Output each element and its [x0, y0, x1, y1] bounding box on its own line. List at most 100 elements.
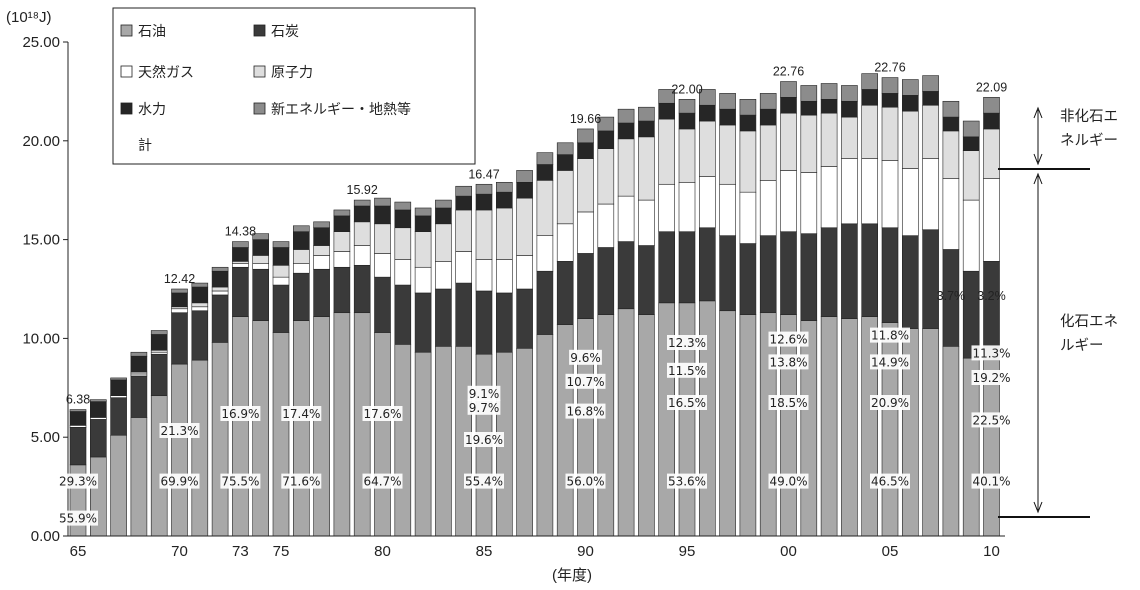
bar-segment-hydro	[820, 99, 838, 114]
pct-label-bg	[768, 331, 809, 347]
pct-label-text: 9.1%	[469, 387, 500, 401]
bar-segment-gas	[516, 255, 533, 290]
bar-segment-coal	[130, 375, 148, 418]
bar-stack	[841, 85, 858, 537]
bar-segment-hydro	[617, 122, 635, 140]
bar-stack	[800, 85, 818, 537]
total-label: 22.09	[976, 80, 1007, 94]
pct-label: 11.3%	[971, 345, 1012, 361]
bar-segment-hydro	[69, 411, 87, 426]
pct-label-text: 56.0%	[566, 475, 604, 489]
bar-segment-coal	[678, 231, 696, 304]
bar-segment-hydro	[495, 191, 513, 209]
pct-label-bg	[870, 354, 910, 370]
bar-segment-oil	[150, 395, 168, 537]
bar-segment-nuclear	[597, 148, 615, 205]
bar-segment-gas	[942, 178, 960, 250]
bar-segment-oil	[353, 312, 371, 537]
bar-segment-oil	[861, 316, 879, 537]
bar-segment-newenergy	[353, 199, 371, 207]
bar-segment-oil	[171, 363, 188, 537]
bar-segment-gas	[272, 276, 290, 286]
bar-segment-nuclear	[191, 302, 209, 308]
bar-segment-newenergy	[597, 116, 615, 132]
total-label: 19.66	[570, 112, 601, 126]
x-tick-label: 75	[273, 543, 290, 560]
pct-label-text: 16.9%	[221, 407, 259, 421]
pct-label-bg	[220, 406, 261, 421]
bar-segment-nuclear	[962, 150, 980, 201]
y-tick-label: 25.00	[22, 34, 60, 51]
bar-segment-nuclear	[333, 231, 351, 252]
bar-segment-gas	[171, 308, 188, 314]
y-ticks: 0.00 5.00 10.00 15.00 20.00 25.00	[22, 34, 68, 545]
pct-label-text: 13.8%	[769, 355, 807, 369]
pct-label: 22.5%	[971, 412, 1012, 428]
pct-label-bg	[667, 395, 707, 410]
bar-segment-hydro	[942, 116, 960, 132]
pct-label-bg	[464, 432, 504, 447]
bar-segment-newenergy	[191, 282, 209, 288]
data-labels: 55.9% 29.3% 69.9% 21.3% 75.5% 16.9% 71.6% 17.4%…	[58, 61, 1012, 526]
bar-segment-hydro	[881, 93, 899, 108]
bar-segment-hydro	[150, 334, 168, 351]
pct-label-bg	[281, 473, 322, 489]
bar-stack	[232, 241, 249, 537]
bar-segment-nuclear	[719, 124, 736, 185]
bar-segment-hydro	[759, 108, 777, 126]
bar-segment-coal	[110, 397, 127, 436]
pct-label-bg	[159, 423, 200, 438]
pct-label: 20.9%	[870, 395, 910, 410]
bar-segment-hydro	[901, 95, 919, 112]
pct-label: 55.4%	[464, 473, 504, 489]
x-tick-label: 70	[171, 543, 188, 560]
bar-segment-coal	[292, 272, 310, 321]
bar-stack	[516, 170, 533, 537]
y-unit-label: (10¹⁸J)	[6, 9, 52, 26]
bar-segment-nuclear	[475, 209, 493, 260]
bar-segment-nuclear	[820, 112, 838, 167]
pct-label-text: 69.9%	[160, 475, 198, 489]
bar-segment-oil	[841, 318, 858, 537]
bar-segment-gas	[232, 263, 249, 268]
bar-segment-gas	[414, 266, 432, 294]
bar-segment-nuclear	[780, 112, 797, 171]
pct-label-bg	[768, 395, 809, 410]
bar-segment-nuclear	[617, 138, 635, 197]
bar-segment-nuclear	[739, 130, 757, 193]
pct-label: 9.6%	[569, 349, 602, 365]
pct-label-text: 14.9%	[871, 355, 909, 369]
pct-label-text: 9.7%	[469, 401, 500, 415]
pct-label-text: 29.3%	[59, 475, 97, 489]
bar-segment-newenergy	[638, 106, 655, 122]
legend: 石油 石炭 天然ガス 原子力 水力 新エネルギー・地熱等 計	[112, 7, 476, 165]
pct-label: 11.8%	[870, 327, 910, 343]
bar-segment-gas	[800, 172, 818, 234]
bar-segment-newenergy	[617, 108, 635, 124]
bar-segment-coal	[881, 227, 899, 323]
bar-segment-oil	[313, 316, 330, 537]
bar-segment-hydro	[252, 239, 269, 256]
bar-segment-coal	[577, 253, 594, 319]
bar-segment-hydro	[516, 181, 533, 199]
bar-segment-newenergy	[292, 225, 310, 232]
bar-segment-newenergy	[678, 99, 696, 114]
bar-segment-gas	[617, 195, 635, 242]
pct-label-text: 9.6%	[570, 351, 601, 365]
bar-segment-gas	[861, 158, 879, 225]
bar-segment-hydro	[455, 195, 473, 211]
x-axis-title: (年度)	[552, 567, 592, 584]
pct-label-text: 12.3%	[668, 336, 706, 350]
bar-segment-hydro	[171, 292, 188, 308]
pct-label: 19.6%	[464, 432, 504, 447]
bar-stack	[780, 81, 797, 537]
bar-segment-newenergy	[69, 409, 87, 412]
bar-segment-gas	[495, 259, 513, 294]
bar-segment-oil	[110, 434, 127, 537]
bar-segment-oil	[516, 347, 533, 537]
bar-stack	[191, 282, 209, 537]
bar-segment-hydro	[333, 215, 351, 232]
bar-segment-hydro	[414, 215, 432, 232]
bar-segment-coal	[252, 268, 269, 321]
bar-segment-hydro	[536, 164, 554, 181]
